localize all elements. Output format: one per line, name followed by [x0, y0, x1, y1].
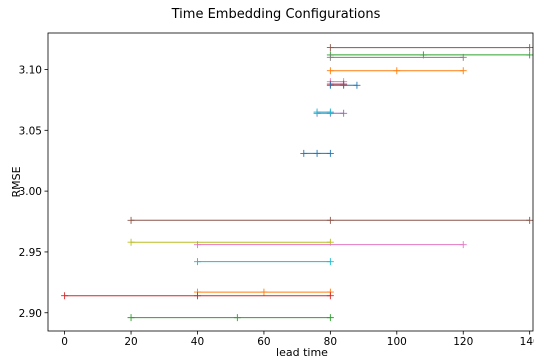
data-point-marker	[326, 292, 334, 300]
data-point-marker	[459, 53, 467, 61]
data-point-marker	[326, 81, 334, 89]
data-point-marker	[340, 81, 348, 89]
data-point-marker	[300, 149, 308, 157]
y-tick-label: 3.10	[19, 64, 42, 76]
plot-area-frame	[47, 32, 534, 332]
x-tick-label: 40	[191, 336, 204, 348]
series-7	[326, 81, 361, 89]
x-tick-label: 20	[124, 336, 137, 348]
x-tick-label: 100	[387, 336, 407, 348]
data-point-marker	[326, 258, 334, 266]
y-axis-ticks: 2.90 2.95 3.00 3.05 3.10	[19, 64, 48, 320]
y-tick-label: 3.00	[19, 186, 42, 198]
data-point-marker	[127, 314, 135, 322]
series-4	[326, 67, 467, 75]
series-11	[127, 216, 534, 224]
data-point-marker	[526, 216, 534, 224]
data-point-marker	[127, 216, 135, 224]
data-point-marker	[526, 51, 534, 59]
data-point-marker	[459, 67, 467, 75]
series-14	[193, 258, 334, 266]
data-point-marker	[340, 109, 348, 117]
data-point-marker	[260, 288, 268, 296]
x-tick-label: 60	[257, 336, 270, 348]
x-tick-label: 80	[324, 336, 337, 348]
y-axis-label: RMSE	[10, 166, 23, 197]
data-point-marker	[193, 241, 201, 249]
x-tick-label: 0	[61, 336, 68, 348]
data-point-marker	[326, 216, 334, 224]
y-tick-label: 2.95	[19, 247, 42, 259]
data-point-marker	[393, 67, 401, 75]
series-10	[300, 149, 334, 157]
data-point-marker	[326, 53, 334, 61]
series-13	[193, 241, 467, 249]
series-3	[326, 53, 467, 61]
y-tick-label: 2.90	[19, 308, 42, 320]
series-15	[193, 288, 334, 296]
series-17	[127, 314, 334, 322]
series-layer	[61, 44, 534, 322]
series-16	[61, 292, 334, 300]
y-tick-label: 3.05	[19, 125, 42, 137]
data-point-marker	[326, 314, 334, 322]
series-9	[313, 108, 334, 116]
data-point-marker	[313, 149, 321, 157]
data-point-marker	[353, 81, 361, 89]
x-axis-ticks: 0 20 40 60 80 100 120 140	[61, 331, 534, 348]
data-point-marker	[326, 44, 334, 52]
x-axis-label: lead time	[276, 346, 328, 359]
data-point-marker	[459, 241, 467, 249]
data-point-marker	[127, 238, 135, 246]
data-point-marker	[526, 44, 534, 52]
data-point-marker	[193, 292, 201, 300]
data-point-marker	[326, 108, 334, 116]
data-point-marker	[233, 314, 241, 322]
data-point-marker	[61, 292, 69, 300]
data-point-marker	[326, 67, 334, 75]
x-tick-label: 120	[453, 336, 473, 348]
series-12	[127, 238, 334, 246]
data-point-marker	[193, 258, 201, 266]
series-1	[326, 44, 534, 52]
data-point-marker	[313, 108, 321, 116]
chart-title: Time Embedding Configurations	[171, 7, 381, 22]
x-tick-label: 140	[520, 336, 534, 348]
data-point-marker	[326, 149, 334, 157]
